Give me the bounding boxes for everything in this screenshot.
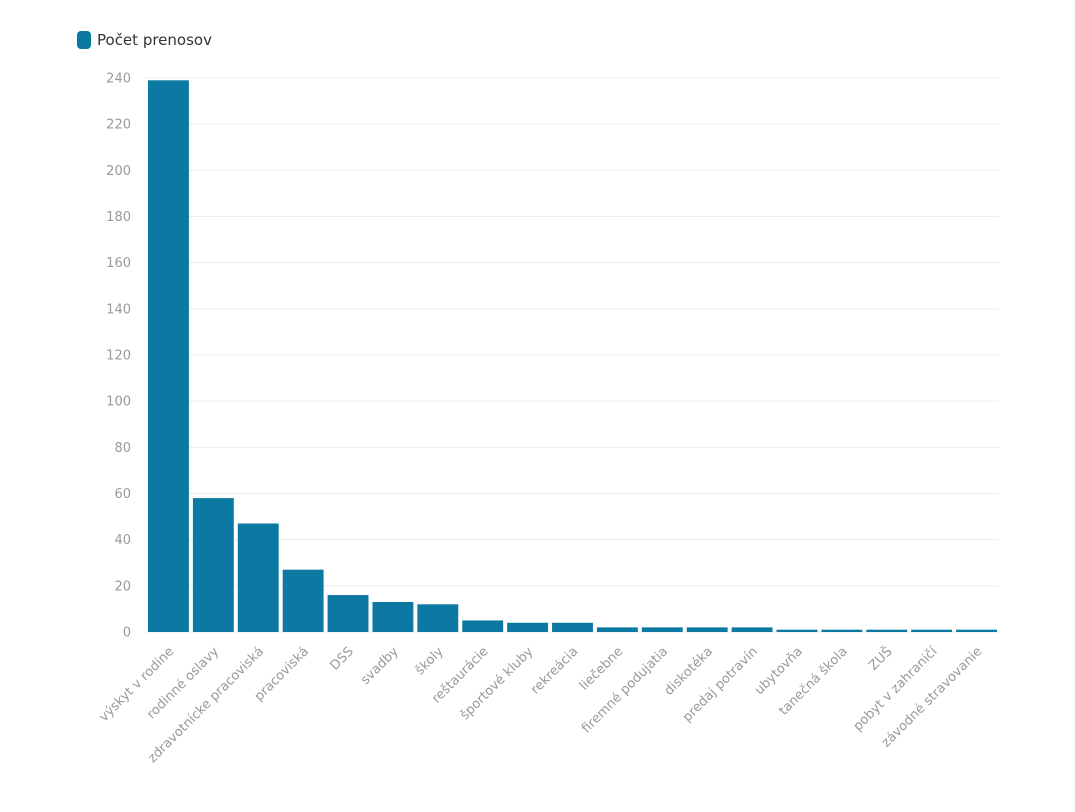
bar[interactable] (462, 620, 504, 632)
legend-swatch (77, 31, 91, 49)
x-tick-label: pobyt v zahraničí (851, 644, 941, 734)
x-tick-label: ZUŠ (865, 644, 895, 674)
bar[interactable] (327, 595, 369, 632)
bar[interactable] (821, 629, 863, 632)
bar[interactable] (596, 627, 638, 632)
legend[interactable]: Počet prenosov (77, 30, 212, 50)
bar[interactable] (417, 604, 459, 632)
y-tick-label: 140 (106, 302, 131, 317)
y-tick-label: 40 (114, 533, 131, 548)
x-tick-label: rekreácia (528, 644, 581, 697)
bar[interactable] (956, 629, 997, 632)
bar[interactable] (507, 622, 549, 632)
bar[interactable] (372, 601, 414, 632)
y-tick-label: 120 (106, 349, 131, 364)
x-tick-label: školy (413, 644, 447, 678)
bar[interactable] (731, 627, 773, 632)
y-tick-label: 240 (106, 72, 131, 87)
x-tick-label: svadby (358, 644, 402, 688)
y-tick-label: 200 (106, 164, 131, 179)
y-tick-label: 160 (106, 256, 131, 271)
bar[interactable] (552, 622, 593, 632)
y-tick-label: 80 (114, 441, 131, 456)
bar[interactable] (866, 629, 908, 632)
y-tick-label: 220 (106, 118, 131, 133)
y-tick-label: 20 (114, 579, 131, 594)
bar[interactable] (237, 523, 279, 632)
bar[interactable] (686, 627, 728, 632)
x-tick-label: DSS (327, 644, 356, 673)
bar[interactable] (192, 498, 234, 632)
x-tick-label: firemné podujatia (579, 644, 671, 736)
y-tick-label: 60 (114, 487, 131, 502)
legend-label: Počet prenosov (97, 31, 212, 49)
y-tick-label: 180 (106, 210, 131, 225)
x-tick-label: výskyt v rodine (97, 644, 178, 725)
bar[interactable] (911, 629, 953, 632)
bar[interactable] (776, 629, 818, 632)
y-tick-label: 100 (106, 395, 131, 410)
y-tick-label: 0 (123, 626, 131, 641)
bar[interactable] (282, 569, 324, 632)
bar[interactable] (641, 627, 683, 632)
bar[interactable] (148, 80, 189, 632)
